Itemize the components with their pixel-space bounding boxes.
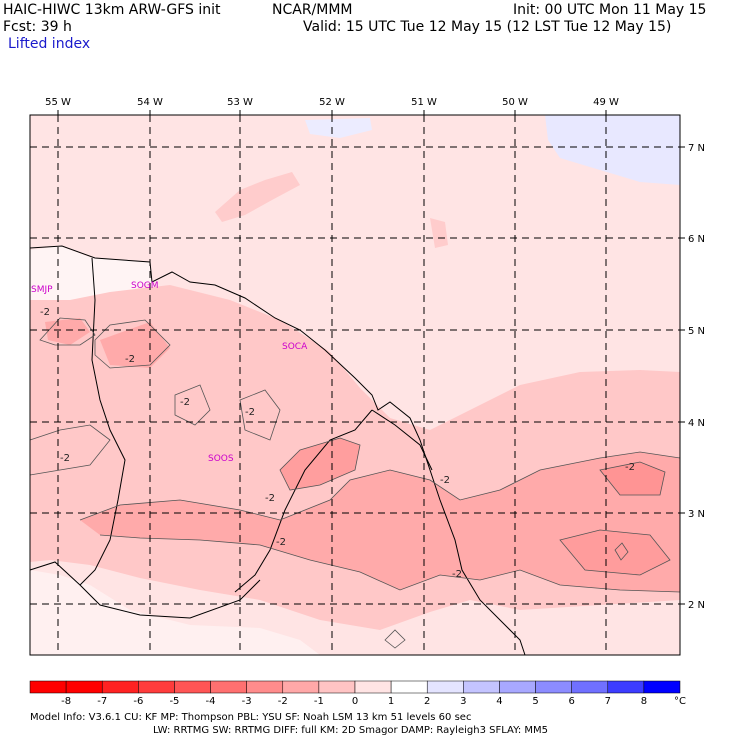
colorbar-tick-label: -6 [133, 696, 144, 707]
colorbar-tick-label: 2 [424, 696, 431, 707]
colorbar-tick-label: -4 [205, 696, 216, 707]
forecast-hour: Fcst: 39 h [3, 19, 72, 35]
colorbar-tick-label: 8 [640, 696, 648, 707]
colorbar-tick-label: -2 [277, 696, 288, 707]
border-south [29, 561, 261, 619]
colorbar-swatch [426, 680, 464, 694]
lon-label-55w: 55 W [45, 97, 71, 108]
contour-label: -2 [245, 407, 255, 418]
colorbar [29, 680, 681, 694]
colorbar-tick-label: -7 [97, 696, 108, 707]
lat-label-7n: 7 N [688, 143, 705, 154]
colorbar-swatch [210, 680, 247, 694]
li-patch-minus1-east [430, 218, 448, 248]
li-patch-minus3-east [600, 462, 665, 495]
lon-label-54w: 54 W [137, 97, 163, 108]
model-info-line2: LW: RRTMG SW: RRTMG DIFF: full KM: 2D Sm… [153, 725, 549, 736]
coastline [29, 245, 526, 656]
colorbar-swatch [174, 680, 211, 694]
lat-label-3n: 3 N [688, 509, 705, 520]
colorbar-swatch [571, 680, 609, 694]
li-band-minus2-to-minus3-south [80, 452, 680, 592]
colorbar-swatch [354, 680, 392, 694]
colorbar-swatch [101, 680, 139, 694]
border-suriname-french-guiana [234, 409, 373, 593]
contour-label: -2 [440, 475, 450, 486]
contour-label: -2 [60, 453, 70, 464]
lat-label-2n: 2 N [688, 600, 705, 611]
station-soca: SOCA [282, 342, 308, 352]
colorbar-tick-label: 0 [351, 696, 359, 707]
colorbar-swatch [318, 680, 356, 694]
border-brazil-french-guiana [371, 409, 433, 471]
lat-lon-grid [30, 115, 680, 655]
colorbar-tick-label: -8 [61, 696, 72, 707]
colorbar-swatch [65, 680, 103, 694]
station-smjp: SMJP [31, 285, 53, 295]
colorbar-tick-label: -1 [313, 696, 324, 707]
colorbar-swatch [282, 680, 320, 694]
colorbar-swatch [390, 680, 428, 694]
colorbar-swatch [607, 680, 645, 694]
organization-label: NCAR/MMM [272, 2, 353, 18]
colorbar-tick-label: -3 [241, 696, 252, 707]
colorbar-swatch [535, 680, 572, 694]
positive-li-region [545, 115, 680, 185]
contour-label: -2 [276, 537, 286, 548]
colorbar-tick-label: 1 [387, 696, 395, 707]
contour-label: -2 [452, 569, 462, 580]
lon-label-49w: 49 W [593, 97, 619, 108]
contour-label: -2 [265, 493, 275, 504]
lon-ticks [57, 110, 607, 115]
colorbar-swatch [463, 680, 500, 694]
lat-label-4n: 4 N [688, 418, 705, 429]
li-patch-minus3-west [45, 318, 90, 345]
colorbar-tick-label: 7 [604, 696, 611, 707]
model-info-line1: Model Info: V3.6.1 CU: KF MP: Thompson P… [30, 712, 472, 723]
neutral-region-south [30, 570, 320, 655]
lon-label-53w: 53 W [227, 97, 253, 108]
valid-time: Valid: 15 UTC Tue 12 May 15 (12 LST Tue … [303, 19, 672, 35]
lat-label-6n: 6 N [688, 234, 705, 245]
lat-ticks [680, 146, 685, 605]
lat-label-5n: 5 N [688, 326, 705, 337]
station-soos: SOOS [208, 454, 234, 464]
colorbar-swatch [643, 680, 681, 694]
contour-label: -2 [180, 397, 190, 408]
li-patch-minus3-southeast [560, 530, 670, 575]
station-sogm: SOGM [131, 281, 159, 291]
li-patch-minus3-central [280, 438, 360, 490]
colorbar-swatch [138, 680, 175, 694]
colorbar-swatch [246, 680, 284, 694]
init-time: Init: 00 UTC Mon 11 May 15 [513, 2, 707, 18]
plot-title: HAIC-HIWC 13km ARW-GFS init [3, 2, 221, 18]
colorbar-tick-label: 4 [496, 696, 503, 707]
map-frame [29, 114, 681, 656]
contour-label: -2 [40, 307, 50, 318]
colorbar-tick-label: 5 [532, 696, 539, 707]
contour-lines [29, 317, 681, 649]
colorbar-unit: °C [674, 696, 686, 707]
lon-label-51w: 51 W [411, 97, 437, 108]
li-patch-minus1-north [215, 172, 300, 222]
field-name: Lifted index [8, 36, 91, 52]
colorbar-tick-label: 6 [568, 696, 575, 707]
colorbar-swatch [499, 680, 536, 694]
lon-label-52w: 52 W [319, 97, 345, 108]
positive-li-region-north [305, 118, 372, 138]
colorbar-tick-label: 3 [460, 696, 467, 707]
colorbar-tick-label: -5 [169, 696, 180, 707]
colorbar-swatch [29, 680, 67, 694]
contour-label: -2 [625, 462, 635, 473]
contour-label: -2 [125, 354, 135, 365]
li-patch-minus3-mid [100, 322, 170, 368]
lon-label-50w: 50 W [502, 97, 528, 108]
